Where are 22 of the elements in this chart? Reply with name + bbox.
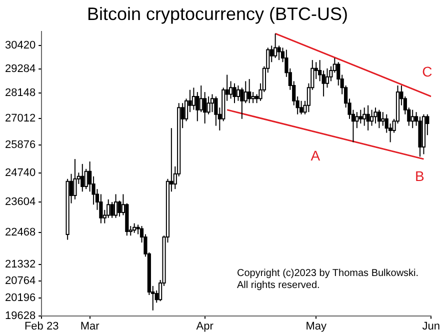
annotation: C [422, 63, 432, 80]
annotation: B [415, 168, 424, 184]
y-tick-label: 25876 [4, 139, 36, 152]
x-tick-label: May [306, 320, 328, 332]
y-tick-label: 20196 [4, 292, 36, 304]
y-tick-label: 24740 [4, 166, 36, 179]
x-tick-label: Jun [422, 320, 440, 332]
annotation: Copyright (c)2023 by Thomas Bulkowski. All rights reserved. [237, 268, 427, 292]
x-tick-label: Mar [80, 320, 100, 332]
y-tick-label: 30420 [4, 39, 36, 52]
y-tick-label: 21332 [4, 258, 36, 270]
y-tick-label: 23604 [4, 196, 36, 208]
x-tick-label: Feb 23 [24, 320, 59, 332]
y-tick-label: 22468 [4, 226, 36, 238]
x-tick-label: Apr [196, 320, 214, 332]
annotation: A [310, 147, 321, 164]
y-tick-label: 29284 [4, 62, 36, 75]
y-tick-label: 20764 [4, 275, 36, 288]
y-tick-label: 19628 [4, 310, 36, 322]
y-tick-label: 28148 [4, 87, 36, 100]
chart-title: Bitcoin cryptocurrency (BTC-US) [86, 4, 348, 24]
y-tick-label: 27012 [4, 112, 36, 125]
